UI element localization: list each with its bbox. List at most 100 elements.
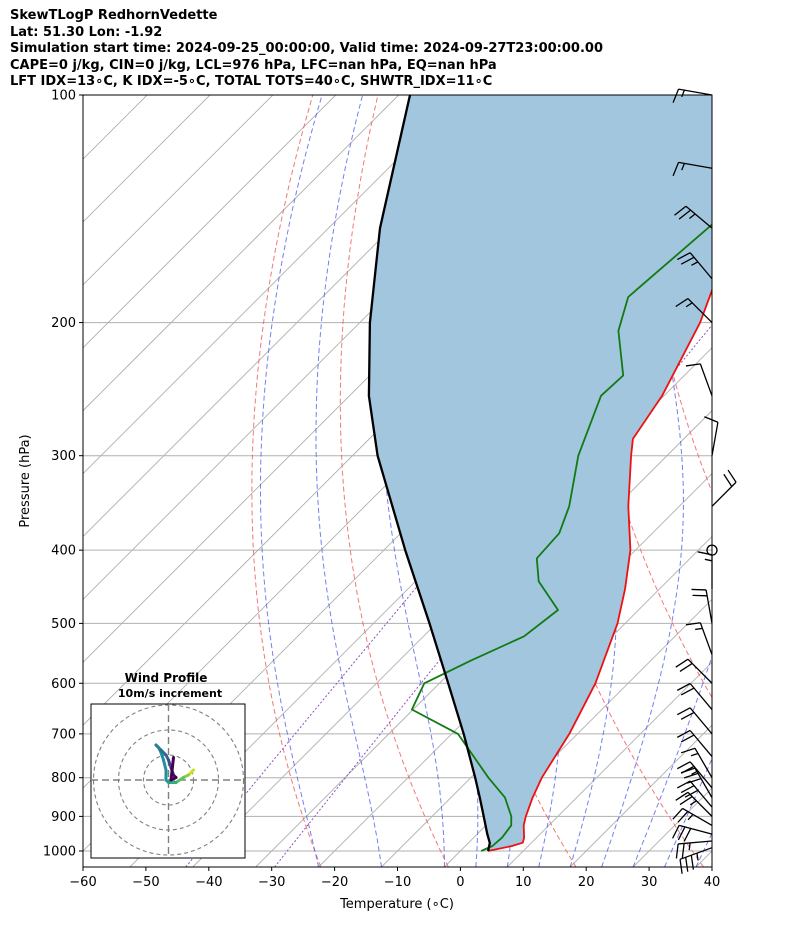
temperature-profile — [487, 287, 712, 852]
barb-staff — [711, 481, 737, 507]
barb-flag — [686, 777, 702, 784]
wind-barb — [697, 551, 713, 589]
barb-flag — [676, 252, 691, 261]
isotherm — [83, 95, 337, 349]
barb-flag — [680, 747, 696, 754]
barb-half-flag — [689, 213, 696, 219]
dry-adiabat — [769, 95, 794, 867]
y-tick-label: 700 — [51, 727, 76, 742]
barb-flag — [680, 785, 695, 794]
barb-staff — [689, 707, 713, 735]
isotherm — [506, 661, 712, 867]
thermo-indices-text: LFT IDX=13∘C, K IDX=-5∘C, TOTAL TOTS=40∘… — [10, 74, 493, 89]
x-tick-label: 40 — [704, 875, 721, 890]
dry-adiabat — [339, 95, 449, 867]
barb-staff — [687, 658, 713, 684]
barb-half-flag — [687, 813, 694, 821]
barb-flag — [675, 843, 679, 859]
wind-barb — [672, 88, 713, 103]
dry-adiabat — [498, 95, 704, 867]
barb-flag — [671, 825, 680, 839]
wind-barb — [672, 161, 713, 177]
isotherm — [569, 724, 712, 867]
y-tick-label: 100 — [51, 89, 76, 104]
wind-barb — [680, 747, 713, 779]
barb-half-flag — [689, 800, 697, 806]
x-tick-label: −10 — [384, 875, 411, 890]
barb-flag — [677, 810, 689, 823]
hodograph-segment — [162, 758, 168, 772]
wind-barb — [676, 729, 713, 757]
barb-flag — [679, 662, 693, 672]
wind-barb — [679, 847, 713, 874]
barb-flag — [681, 843, 685, 858]
y-tick-label: 900 — [51, 810, 76, 825]
wind-barb — [671, 824, 713, 842]
wind-barb — [704, 416, 719, 456]
barb-staff — [705, 589, 713, 624]
barb-flag — [675, 658, 689, 668]
wind-barb — [685, 363, 713, 397]
station-title: SkewTLogP RedhornVedette — [10, 8, 218, 23]
barb-flag — [672, 807, 684, 820]
barb-flag — [679, 859, 683, 874]
parcel-profile — [367, 95, 491, 852]
barb-flag — [680, 734, 695, 743]
barb-half-flag — [688, 842, 691, 851]
barb-staff — [679, 847, 713, 860]
barb-flag — [727, 469, 737, 483]
wind-barb — [675, 791, 713, 817]
isotherm — [83, 95, 274, 286]
wind-barb — [685, 622, 713, 655]
barb-staff — [699, 363, 713, 397]
calm-circle — [706, 544, 718, 556]
barb-flag — [674, 205, 687, 216]
isotherm — [444, 598, 712, 867]
wind-barb — [676, 761, 713, 789]
cin-shading — [368, 95, 712, 851]
y-tick-label: 300 — [51, 449, 76, 464]
barb-flag — [676, 761, 691, 770]
moist-adiabat — [260, 95, 323, 867]
barb-half-flag — [696, 853, 699, 861]
chart-header: SkewTLogP RedhornVedette Lat: 51.30 Lon:… — [10, 8, 603, 91]
barb-half-flag — [681, 89, 686, 98]
moist-adiabat — [315, 95, 382, 867]
barb-flag — [676, 729, 691, 738]
barb-flag — [690, 855, 695, 870]
x-tick-label: −60 — [69, 875, 96, 890]
wind-barb — [691, 588, 713, 624]
barb-flag — [679, 796, 693, 806]
moist-adiabat — [632, 654, 712, 867]
isotherm — [318, 472, 712, 867]
barb-staff — [711, 422, 719, 456]
barb-flag — [675, 297, 689, 308]
x-tick-label: 0 — [456, 875, 464, 890]
barb-flag — [684, 789, 699, 798]
x-tick-label: −30 — [258, 875, 285, 890]
barb-flag — [678, 209, 691, 220]
hodograph-inset: Wind Profile 10m/s increment — [90, 671, 246, 859]
barb-flag — [675, 791, 689, 801]
barb-flag — [683, 772, 699, 779]
y-tick-label: 200 — [51, 316, 76, 331]
x-axis-label: Temperature (∘C) — [339, 897, 454, 912]
barb-half-flag — [691, 261, 699, 266]
y-tick-label: 1000 — [43, 844, 76, 859]
moist-adiabat — [601, 95, 684, 867]
y-tick-label: 400 — [51, 544, 76, 559]
dewpoint-profile — [411, 223, 712, 852]
barb-half-flag — [681, 163, 686, 171]
barb-flag — [685, 622, 701, 626]
barb-flag — [672, 162, 680, 177]
x-tick-label: 30 — [641, 875, 658, 890]
barb-flag — [683, 828, 692, 842]
barb-flag — [685, 363, 701, 367]
y-tick-label: 500 — [51, 617, 76, 632]
hodograph-segment — [174, 776, 185, 784]
x-tick-label: −20 — [321, 875, 348, 890]
barb-flag — [723, 473, 733, 487]
isotherm — [83, 95, 399, 412]
barb-half-flag — [690, 752, 699, 757]
barb-flag — [677, 826, 686, 841]
